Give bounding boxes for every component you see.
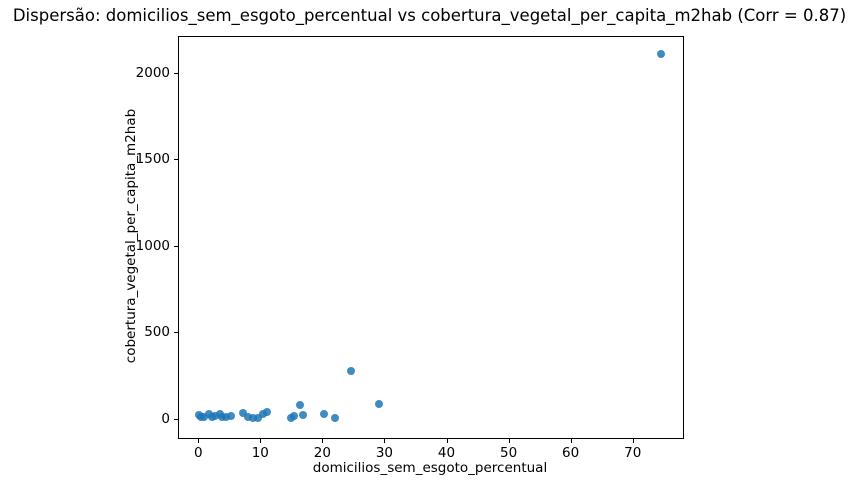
y-tick-mark xyxy=(174,72,178,74)
scatter-point xyxy=(243,413,252,422)
y-tick-label: 1000 xyxy=(135,237,170,254)
y-axis-label: cobertura_vegetal_per_capita_m2hab xyxy=(123,108,139,364)
y-tick-label: 2000 xyxy=(135,64,170,81)
scatter-point xyxy=(263,407,272,416)
y-tick-mark xyxy=(174,332,178,334)
scatter-point xyxy=(211,412,219,421)
y-tick-label: 0 xyxy=(161,410,170,427)
scatter-point xyxy=(258,410,267,419)
scatter-point xyxy=(222,413,231,422)
scatter-point xyxy=(253,413,262,422)
x-tick-label: 20 xyxy=(313,445,331,461)
x-tick-label: 10 xyxy=(251,445,269,461)
x-tick-mark xyxy=(198,439,200,443)
scatter-point xyxy=(298,411,307,420)
scatter-point xyxy=(374,399,383,408)
x-tick-label: 30 xyxy=(375,445,394,461)
x-tick-mark xyxy=(632,439,634,443)
scatter-point xyxy=(319,409,328,418)
x-tick-mark xyxy=(260,439,262,443)
scatter-point xyxy=(199,413,208,422)
scatter-point xyxy=(296,400,305,409)
y-tick-label: 500 xyxy=(144,324,170,341)
scatter-point xyxy=(330,413,339,422)
x-tick-mark xyxy=(322,439,324,443)
scatter-point xyxy=(227,412,236,421)
x-tick-label: 40 xyxy=(437,445,456,461)
x-axis-label: domicilios_sem_esgoto_percentual xyxy=(312,460,548,476)
y-tick-mark xyxy=(174,159,178,161)
y-tick-label: 1500 xyxy=(135,151,170,168)
x-tick-label: 70 xyxy=(624,445,642,461)
chart-title: Dispersão: domicilios_sem_esgoto_percent… xyxy=(12,6,847,25)
scatter-point xyxy=(248,414,257,423)
y-tick-mark xyxy=(174,245,178,247)
scatter-point xyxy=(289,412,298,421)
x-tick-label: 50 xyxy=(499,445,518,461)
x-tick-label: 60 xyxy=(562,445,580,461)
scatter-point xyxy=(346,367,355,376)
x-tick-mark xyxy=(570,439,572,443)
y-tick-mark xyxy=(174,418,178,420)
scatter-point xyxy=(238,408,247,417)
x-tick-label: 0 xyxy=(193,445,203,461)
plot-area xyxy=(178,36,684,439)
x-tick-mark xyxy=(446,439,448,443)
x-tick-mark xyxy=(508,439,510,443)
scatter-point xyxy=(656,49,665,58)
x-tick-mark xyxy=(384,439,386,443)
